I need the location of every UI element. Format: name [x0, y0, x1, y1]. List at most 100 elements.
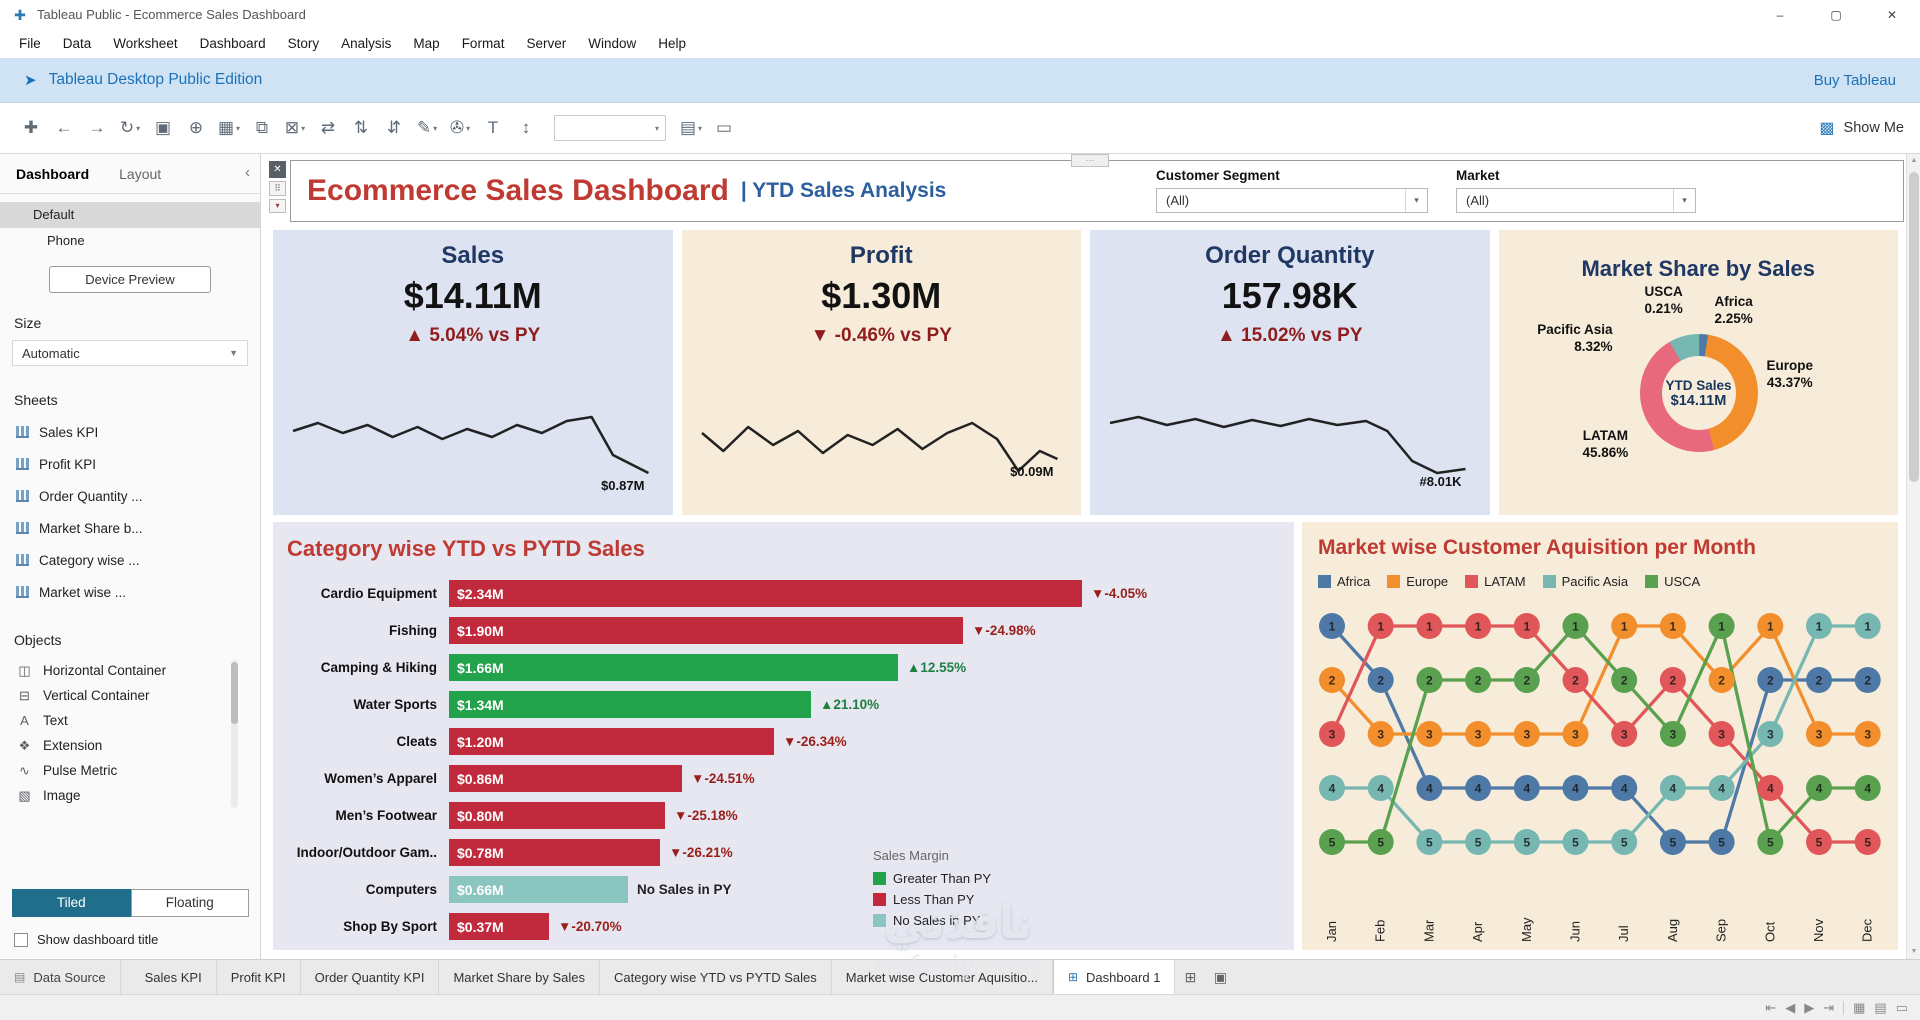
menu-data[interactable]: Data: [62, 36, 92, 51]
bump-node-africa[interactable]: [1367, 667, 1394, 693]
duplicate-icon[interactable]: ⧉: [255, 118, 269, 137]
swap-rows-columns-icon[interactable]: ⇄: [320, 118, 336, 137]
scroll-down-icon[interactable]: ▼: [1910, 948, 1918, 955]
bump-node-pacific-asia[interactable]: [1854, 613, 1881, 639]
bump-node-africa[interactable]: [1854, 667, 1881, 693]
tab-data-source[interactable]: ▤ Data Source: [0, 960, 121, 994]
next-sheet-icon[interactable]: ▶: [1804, 999, 1815, 1015]
bump-node-usca[interactable]: [1757, 829, 1784, 855]
object-item-image[interactable]: ▧ Image: [0, 783, 260, 808]
bump-node-latam[interactable]: [1465, 613, 1492, 639]
menu-server[interactable]: Server: [526, 36, 567, 51]
bump-node-latam[interactable]: [1562, 667, 1589, 693]
scrollbar-thumb[interactable]: [1909, 172, 1919, 482]
menu-worksheet[interactable]: Worksheet: [113, 36, 178, 51]
bump-node-europe[interactable]: [1562, 721, 1589, 747]
vertical-scrollbar[interactable]: ▲ ▼: [1906, 154, 1920, 959]
bump-node-pacific-asia[interactable]: [1319, 775, 1345, 801]
category-bar[interactable]: $1.90M: [449, 617, 963, 644]
previous-sheet-icon[interactable]: ◀: [1785, 999, 1796, 1015]
bump-node-europe[interactable]: [1806, 721, 1832, 747]
first-sheet-icon[interactable]: ⇤: [1765, 999, 1777, 1015]
bump-node-latam[interactable]: [1416, 613, 1443, 639]
bump-node-europe[interactable]: [1513, 721, 1540, 747]
menu-format[interactable]: Format: [461, 36, 505, 51]
bump-node-usca[interactable]: [1611, 667, 1638, 693]
bump-node-europe[interactable]: [1854, 721, 1881, 747]
close-button[interactable]: ✕: [1886, 7, 1898, 22]
bump-node-europe[interactable]: [1367, 721, 1394, 747]
scroll-up-icon[interactable]: ▲: [1910, 157, 1918, 164]
tab-dashboard-1[interactable]: ⊞ Dashboard 1: [1052, 960, 1176, 994]
objects-scrollbar[interactable]: [231, 660, 238, 808]
bump-node-africa[interactable]: [1465, 775, 1492, 801]
tab-category-wise-ytd-vs-pytd-sales[interactable]: Category wise YTD vs PYTD Sales: [600, 960, 832, 994]
bump-node-africa[interactable]: [1708, 829, 1735, 855]
bump-node-latam[interactable]: [1367, 613, 1394, 639]
category-bar[interactable]: $1.66M: [449, 654, 898, 681]
bump-node-usca[interactable]: [1319, 829, 1345, 855]
buy-tableau-link[interactable]: Buy Tableau: [1813, 71, 1896, 89]
maximize-button[interactable]: ▢: [1830, 7, 1842, 22]
fix-axes-icon[interactable]: ↕: [521, 118, 531, 137]
sheet-item-market-share-b[interactable]: Market Share b...: [0, 512, 260, 544]
zone-drag-handle[interactable]: ⋯: [1071, 154, 1109, 167]
new-data-source-icon[interactable]: ⊕: [188, 118, 204, 137]
bump-node-europe[interactable]: [1708, 667, 1735, 693]
sheet-item-profit-kpi[interactable]: Profit KPI: [0, 448, 260, 480]
object-item-horizontal-container[interactable]: ◫ Horizontal Container: [0, 658, 260, 683]
device-item-phone[interactable]: Phone: [47, 233, 85, 248]
bump-node-pacific-asia[interactable]: [1659, 775, 1686, 801]
bump-node-usca[interactable]: [1806, 775, 1832, 801]
sheet-item-category-wise[interactable]: Category wise ...: [0, 544, 260, 576]
device-item-default[interactable]: Default: [0, 202, 260, 228]
category-bar[interactable]: $0.86M: [449, 765, 682, 792]
filter-dropdown-market[interactable]: (All) ▾: [1456, 188, 1696, 213]
bump-node-pacific-asia[interactable]: [1562, 829, 1589, 855]
menu-window[interactable]: Window: [588, 36, 637, 51]
category-bar[interactable]: $0.80M: [449, 802, 665, 829]
menu-analysis[interactable]: Analysis: [341, 36, 392, 51]
bump-node-pacific-asia[interactable]: [1708, 775, 1735, 801]
fit-select[interactable]: ▾: [554, 115, 666, 141]
category-bar[interactable]: $1.34M: [449, 691, 811, 718]
bump-node-latam[interactable]: [1757, 775, 1784, 801]
menu-dashboard[interactable]: Dashboard: [199, 36, 266, 51]
show-tabs-icon[interactable]: ▭: [1895, 999, 1908, 1015]
minimize-button[interactable]: –: [1776, 7, 1784, 22]
size-dropdown[interactable]: Automatic ▼: [12, 340, 248, 366]
bump-node-usca[interactable]: [1562, 613, 1589, 639]
undo-icon[interactable]: ←: [55, 118, 73, 137]
show-filmstrip-icon[interactable]: ▤: [1874, 999, 1887, 1015]
redo-icon[interactable]: →: [88, 118, 106, 137]
new-worksheet-icon[interactable]: ▦ ▾: [217, 118, 241, 137]
bump-node-africa[interactable]: [1416, 775, 1443, 801]
sort-descending-icon[interactable]: ⇵: [386, 118, 402, 137]
new-story-button[interactable]: ▣: [1205, 960, 1235, 994]
category-bar[interactable]: $0.66M: [449, 876, 628, 903]
bump-node-africa[interactable]: [1806, 667, 1832, 693]
show-sheet-sorter-icon[interactable]: ▦: [1853, 999, 1866, 1015]
bump-node-africa[interactable]: [1611, 775, 1638, 801]
bump-node-europe[interactable]: [1757, 613, 1784, 639]
remove-zone-button[interactable]: ✕: [269, 161, 286, 178]
show-hide-cards-icon[interactable]: ▤ ▾: [679, 118, 703, 137]
bump-node-pacific-asia[interactable]: [1416, 829, 1443, 855]
menu-map[interactable]: Map: [413, 36, 440, 51]
tab-market-share-by-sales[interactable]: Market Share by Sales: [439, 960, 600, 994]
category-bar[interactable]: $1.20M: [449, 728, 774, 755]
highlight-icon[interactable]: ✎ ▾: [416, 118, 438, 137]
donut-chart[interactable]: YTD Sales $14.11M: [1639, 334, 1758, 452]
bump-node-latam[interactable]: [1611, 721, 1638, 747]
bump-node-usca[interactable]: [1367, 829, 1394, 855]
bump-node-latam[interactable]: [1659, 667, 1686, 693]
bump-node-usca[interactable]: [1659, 721, 1686, 747]
tab-dashboard[interactable]: Dashboard: [16, 165, 90, 182]
bump-node-latam[interactable]: [1513, 613, 1540, 639]
bump-node-europe[interactable]: [1319, 667, 1345, 693]
tab-order-quantity-kpi[interactable]: Order Quantity KPI: [301, 960, 440, 994]
zone-grip-icon[interactable]: ⠿: [269, 181, 286, 196]
bump-node-pacific-asia[interactable]: [1757, 721, 1784, 747]
presentation-mode-icon[interactable]: ▭: [715, 118, 733, 137]
object-item-pulse-metric[interactable]: ∿ Pulse Metric: [0, 758, 260, 783]
